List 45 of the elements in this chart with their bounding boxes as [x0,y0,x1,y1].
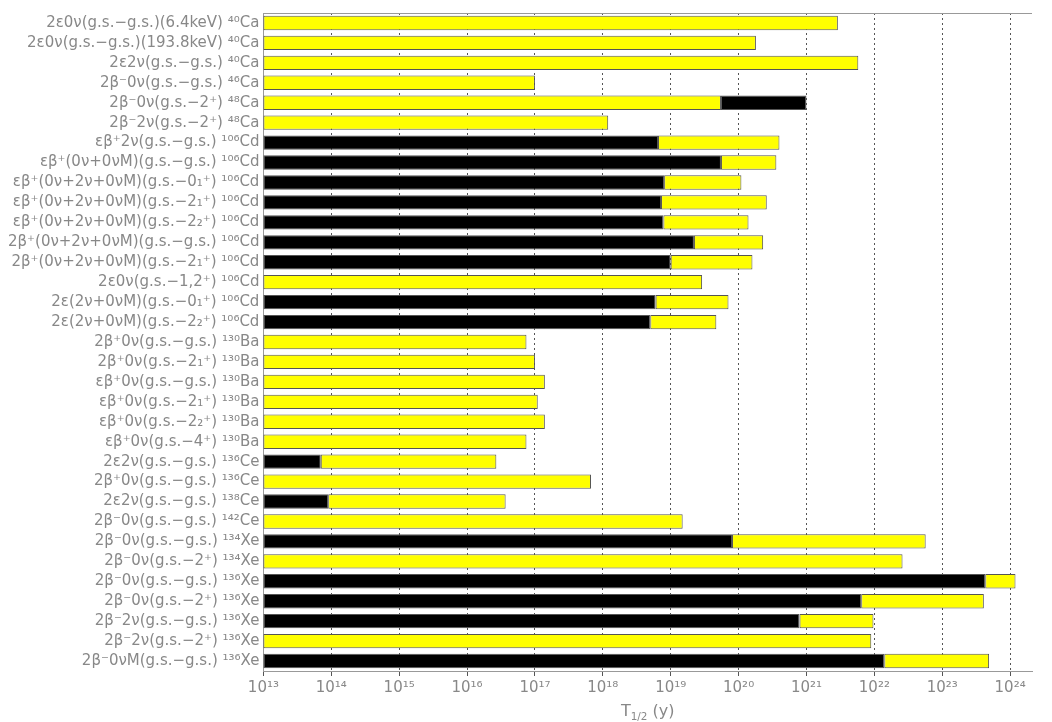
x-tick-label: 10²³ [926,677,958,696]
y-tick-label: 2ε2ν(g.s.−g.s.) ⁴⁰Ca [109,52,260,71]
y-tick-label: 2β⁻0ν(g.s.−2⁺) ¹³⁶Xe [104,591,260,610]
y-tick-label: 2β⁻0ν(g.s.−2⁺) ⁴⁸Ca [109,92,260,111]
y-tick-label: 2β⁺0ν(g.s.−g.s.) ¹³⁰Ba [94,331,260,350]
y-tick-label: εβ⁺(0ν+0νM)(g.s.−g.s.) ¹⁰⁶Cd [39,152,260,171]
y-tick-label: 2ε2ν(g.s.−g.s.) ¹³⁶Ce [103,451,260,470]
y-tick-label: 2β⁺(0ν+2ν+0νM)(g.s.−g.s.) ¹⁰⁶Cd [8,232,260,251]
y-tick-label: 2ε2ν(g.s.−g.s.) ¹³⁸Ce [103,491,260,510]
x-tick-label: 10¹³ [247,677,279,696]
x-tick-label: 10²¹ [790,677,823,696]
x-tick-label: 10¹⁸ [587,677,619,696]
x-tick-label: 10²⁰ [723,677,755,696]
y-tick-label: εβ⁺0ν(g.s.−2₁⁺) ¹³⁰Ba [98,391,260,410]
x-tick-label: 10²² [858,677,890,696]
y-tick-label: 2β⁺(0ν+2ν+0νM)(g.s.−2₁⁺) ¹⁰⁶Cd [11,252,260,271]
y-tick-label: 2β⁺0ν(g.s.−2₁⁺) ¹³⁰Ba [97,351,260,370]
x-tick-label: 10¹⁹ [655,677,687,696]
y-tick-label: 2ε0ν(g.s.−g.s.)(6.4keV) ⁴⁰Ca [46,12,260,31]
y-tick-label: 2β⁺0ν(g.s.−g.s.) ¹³⁶Ce [93,471,260,490]
y-tick-label: εβ⁺(0ν+2ν+0νM)(g.s.−0₁⁺) ¹⁰⁶Cd [12,172,260,191]
y-tick-label: 2β⁻0ν(g.s.−g.s.) ¹³⁴Xe [94,531,260,550]
y-tick-label: 2ε0ν(g.s.−1,2⁺) ¹⁰⁶Cd [98,272,260,291]
y-tick-label: 2β⁻0νM(g.s.−g.s.) ¹³⁶Xe [81,650,260,669]
y-tick-label: εβ⁺2ν(g.s.−g.s.) ¹⁰⁶Cd [95,132,260,151]
y-tick-label: 2β⁻2ν(g.s.−2⁺) ⁴⁸Ca [109,112,260,131]
x-tick-label: 10²⁴ [994,677,1026,696]
x-tick-label: 10¹⁶ [451,677,483,696]
y-tick-label: εβ⁺0ν(g.s.−g.s.) ¹³⁰Ba [95,371,260,390]
y-tick-label: 2β⁻0ν(g.s.−g.s.) ¹³⁶Xe [94,571,260,590]
y-tick-label: 2β⁻2ν(g.s.−g.s.) ¹³⁶Xe [94,611,260,630]
x-tick-label: 10¹⁷ [519,677,551,696]
y-tick-label: 2ε(2ν+0νM)(g.s.−0₁⁺) ¹⁰⁶Cd [51,292,260,311]
y-tick-label: εβ⁺(0ν+2ν+0νM)(g.s.−2₂⁺) ¹⁰⁶Cd [12,212,260,231]
y-tick-label: 2β⁻2ν(g.s.−2⁺) ¹³⁶Xe [104,630,260,649]
y-tick-label: 2ε(2ν+0νM)(g.s.−2₂⁺) ¹⁰⁶Cd [51,311,260,330]
y-tick-label: 2β⁻0ν(g.s.−2⁺) ¹³⁴Xe [104,551,260,570]
y-tick-label: 2ε0ν(g.s.−g.s.)(193.8keV) ⁴⁰Ca [27,32,260,51]
y-tick-label: 2β⁻0ν(g.s.−g.s.) ¹⁴²Ce [93,511,260,530]
y-tick-label: 2β⁻0ν(g.s.−g.s.) ⁴⁶Ca [99,72,260,91]
x-tick-label: 10¹⁴ [315,677,347,696]
y-tick-label: εβ⁺(0ν+2ν+0νM)(g.s.−2₁⁺) ¹⁰⁶Cd [12,192,260,211]
y-tick-label: εβ⁺0ν(g.s.−4⁺) ¹³⁰Ba [104,431,260,450]
x-tick-label: 10¹⁵ [383,677,415,696]
y-tick-label: εβ⁺0ν(g.s.−2₂⁺) ¹³⁰Ba [98,411,260,430]
